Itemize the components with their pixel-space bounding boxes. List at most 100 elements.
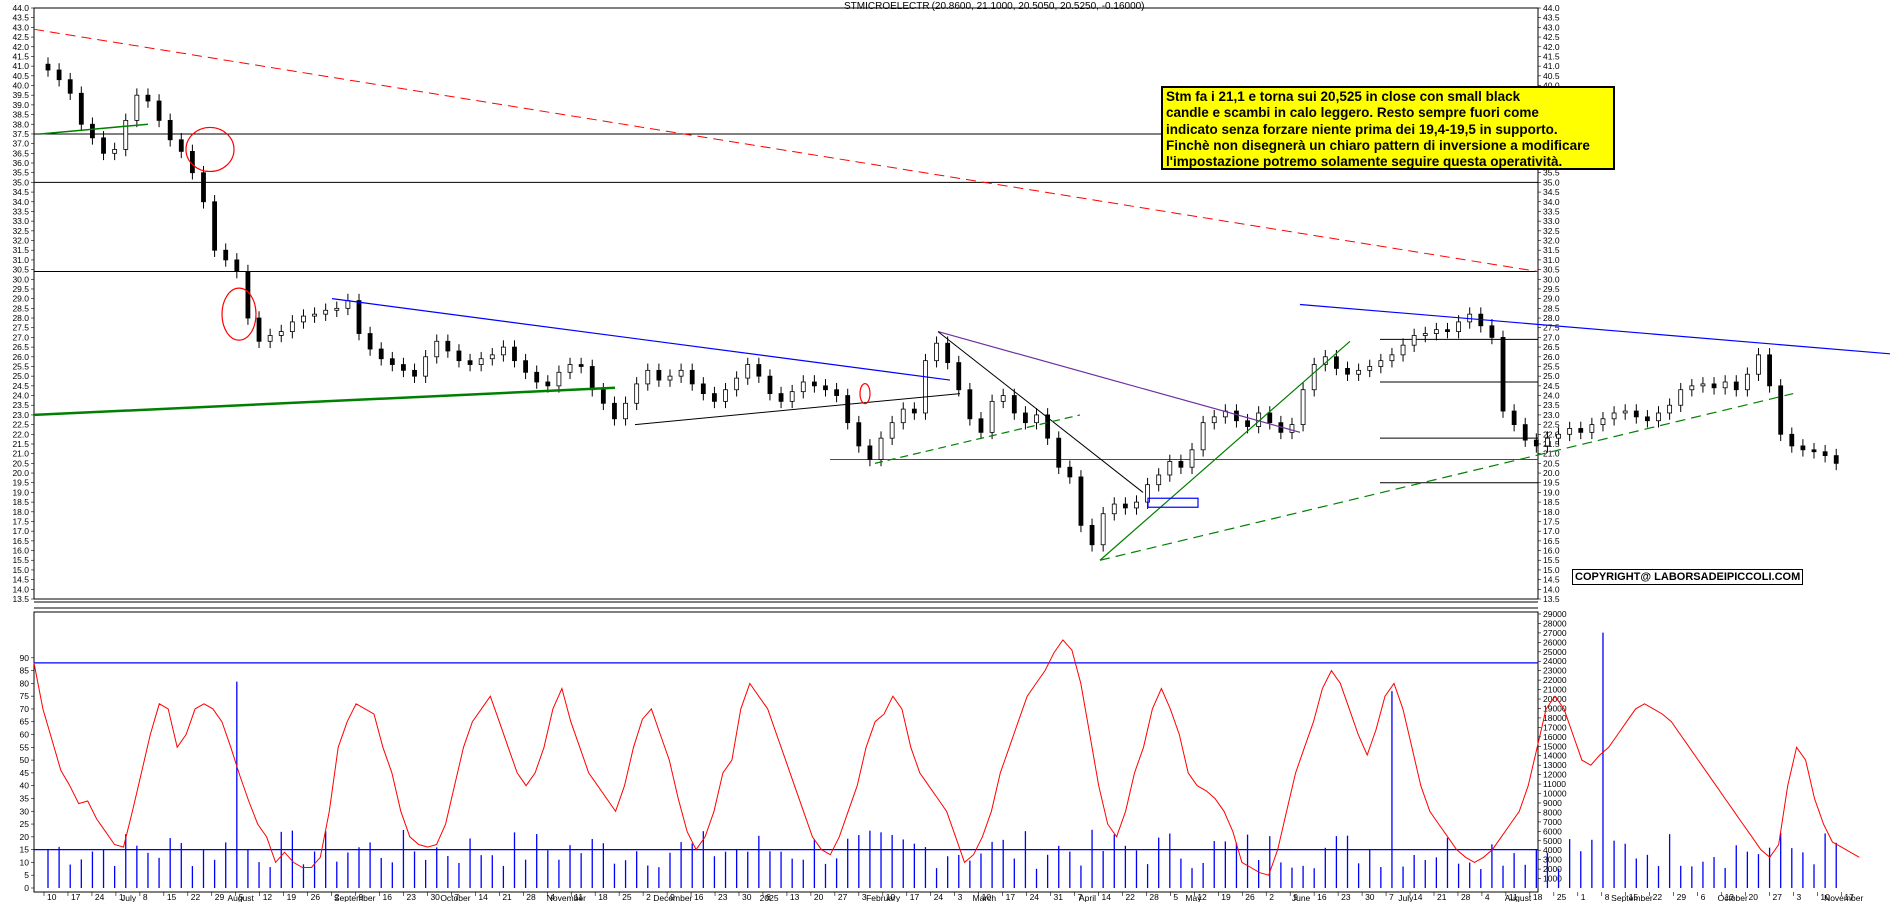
y-tick-label: 26.0: [1543, 352, 1560, 362]
x-tick-label: 15: [1629, 892, 1639, 902]
candle-body: [1267, 412, 1273, 424]
blue-trendline: [1299, 303, 1890, 355]
x-tick-label: 26: [1245, 892, 1255, 902]
candle-body: [1633, 410, 1639, 418]
y-tick-label: 39.5: [12, 90, 29, 100]
candle-body: [1711, 383, 1717, 389]
month-label: May: [1185, 893, 1202, 902]
y-tick-label: 34.5: [1543, 187, 1560, 197]
y-tick-label: 18.0: [12, 507, 29, 517]
candle-body: [1345, 368, 1350, 375]
candle-body: [1767, 354, 1772, 387]
candle-body: [600, 389, 606, 404]
y-tick-label: 21.5: [1543, 439, 1560, 449]
y-tick-label: 34.0: [1543, 197, 1560, 207]
candle-body: [1000, 395, 1006, 402]
y-tick-label: 41.0: [1543, 61, 1560, 71]
y-tick-label: 43.5: [1543, 13, 1560, 23]
candle-body: [545, 381, 551, 387]
candle-body: [1045, 414, 1051, 439]
y-tick-label: 38.5: [12, 110, 29, 120]
y-tick-label: 15.5: [1543, 555, 1560, 565]
candle-body: [78, 92, 84, 125]
circle-marker: [221, 287, 257, 341]
x-tick-label: 6: [766, 892, 771, 902]
candle-body: [223, 249, 229, 261]
y-tick-label: 14.0: [1543, 584, 1560, 594]
volume-y-tick-label: 8000: [1543, 807, 1562, 817]
candle-body: [856, 422, 862, 447]
candle-body: [1522, 424, 1528, 441]
y-tick-label: 41.5: [12, 51, 29, 61]
osc-y-tick-label: 35: [20, 793, 30, 803]
candle-body: [145, 94, 151, 102]
candle-body: [389, 358, 395, 365]
candle-body: [1034, 414, 1039, 424]
y-tick-label: 30.0: [1543, 274, 1560, 284]
y-tick-label: 20.0: [1543, 468, 1560, 478]
candle-body: [1567, 428, 1573, 435]
x-tick-label: 9: [1293, 892, 1298, 902]
green-support-line: [33, 386, 616, 417]
x-tick-label: 24: [1030, 892, 1040, 902]
x-tick-label: 15: [167, 892, 177, 902]
x-tick-label: 17: [1844, 892, 1854, 902]
y-tick-label: 25.0: [12, 371, 29, 381]
x-tick-label: 22: [191, 892, 201, 902]
note-line: candle e scambi in calo leggero. Resto s…: [1166, 105, 1539, 121]
candle-body: [1234, 410, 1239, 422]
y-tick-label: 27.5: [1543, 323, 1560, 333]
analysis-note: Stm fa i 21,1 e torna sui 20,525 in clos…: [1161, 86, 1615, 170]
candle-body: [289, 321, 295, 332]
note-line: Stm fa i 21,1 e torna sui 20,525 in clos…: [1166, 89, 1521, 104]
candle-body: [1334, 356, 1339, 369]
candle-body: [101, 137, 106, 154]
volume-y-tick-label: 7000: [1543, 817, 1562, 827]
candle-body: [334, 307, 340, 311]
candle-body: [278, 331, 284, 336]
x-tick-label: 17: [71, 892, 81, 902]
volume-y-tick-label: 12000: [1543, 770, 1567, 780]
y-tick-label: 25.0: [1543, 371, 1560, 381]
candle-body: [134, 94, 140, 121]
candle-body: [90, 123, 95, 139]
candle-body: [301, 315, 306, 323]
volume-y-tick-label: 2000: [1543, 864, 1562, 874]
x-tick-label: 8: [1605, 892, 1610, 902]
candle-body: [1645, 416, 1650, 422]
candle-body: [1356, 369, 1362, 375]
candle-body: [312, 313, 317, 317]
candle-body: [967, 389, 973, 420]
candle-body: [1134, 501, 1139, 509]
volume-y-tick-label: 4000: [1543, 845, 1562, 855]
y-tick-label: 17.0: [12, 526, 29, 536]
candle-body: [1289, 424, 1295, 433]
candle-body: [1611, 412, 1617, 420]
y-tick-label: 20.5: [12, 458, 29, 468]
candle-body: [589, 366, 595, 391]
y-tick-label: 26.5: [12, 342, 29, 352]
circle-marker: [185, 126, 235, 173]
candle-body: [845, 395, 851, 424]
candle-body: [923, 360, 928, 414]
candle-body: [1122, 503, 1128, 509]
black-trendline: [634, 393, 961, 426]
y-tick-label: 44.0: [12, 3, 29, 13]
candle-body: [1156, 474, 1162, 486]
y-tick-label: 14.0: [12, 584, 29, 594]
volume-y-tick-label: 26000: [1543, 637, 1567, 647]
candle-body: [700, 383, 706, 395]
candle-body: [667, 375, 673, 381]
x-tick-label: 25: [622, 892, 632, 902]
x-tick-label: 10: [47, 892, 57, 902]
y-tick-label: 15.5: [12, 555, 29, 565]
y-tick-label: 40.0: [12, 81, 29, 91]
candle-body: [1678, 389, 1684, 406]
y-tick-label: 15.0: [12, 565, 29, 575]
candle-body: [1056, 437, 1062, 468]
price-panel-frame: [33, 7, 1539, 600]
candle-body: [1800, 445, 1806, 451]
candle-body: [1578, 428, 1584, 433]
y-tick-label: 27.0: [1543, 332, 1560, 342]
